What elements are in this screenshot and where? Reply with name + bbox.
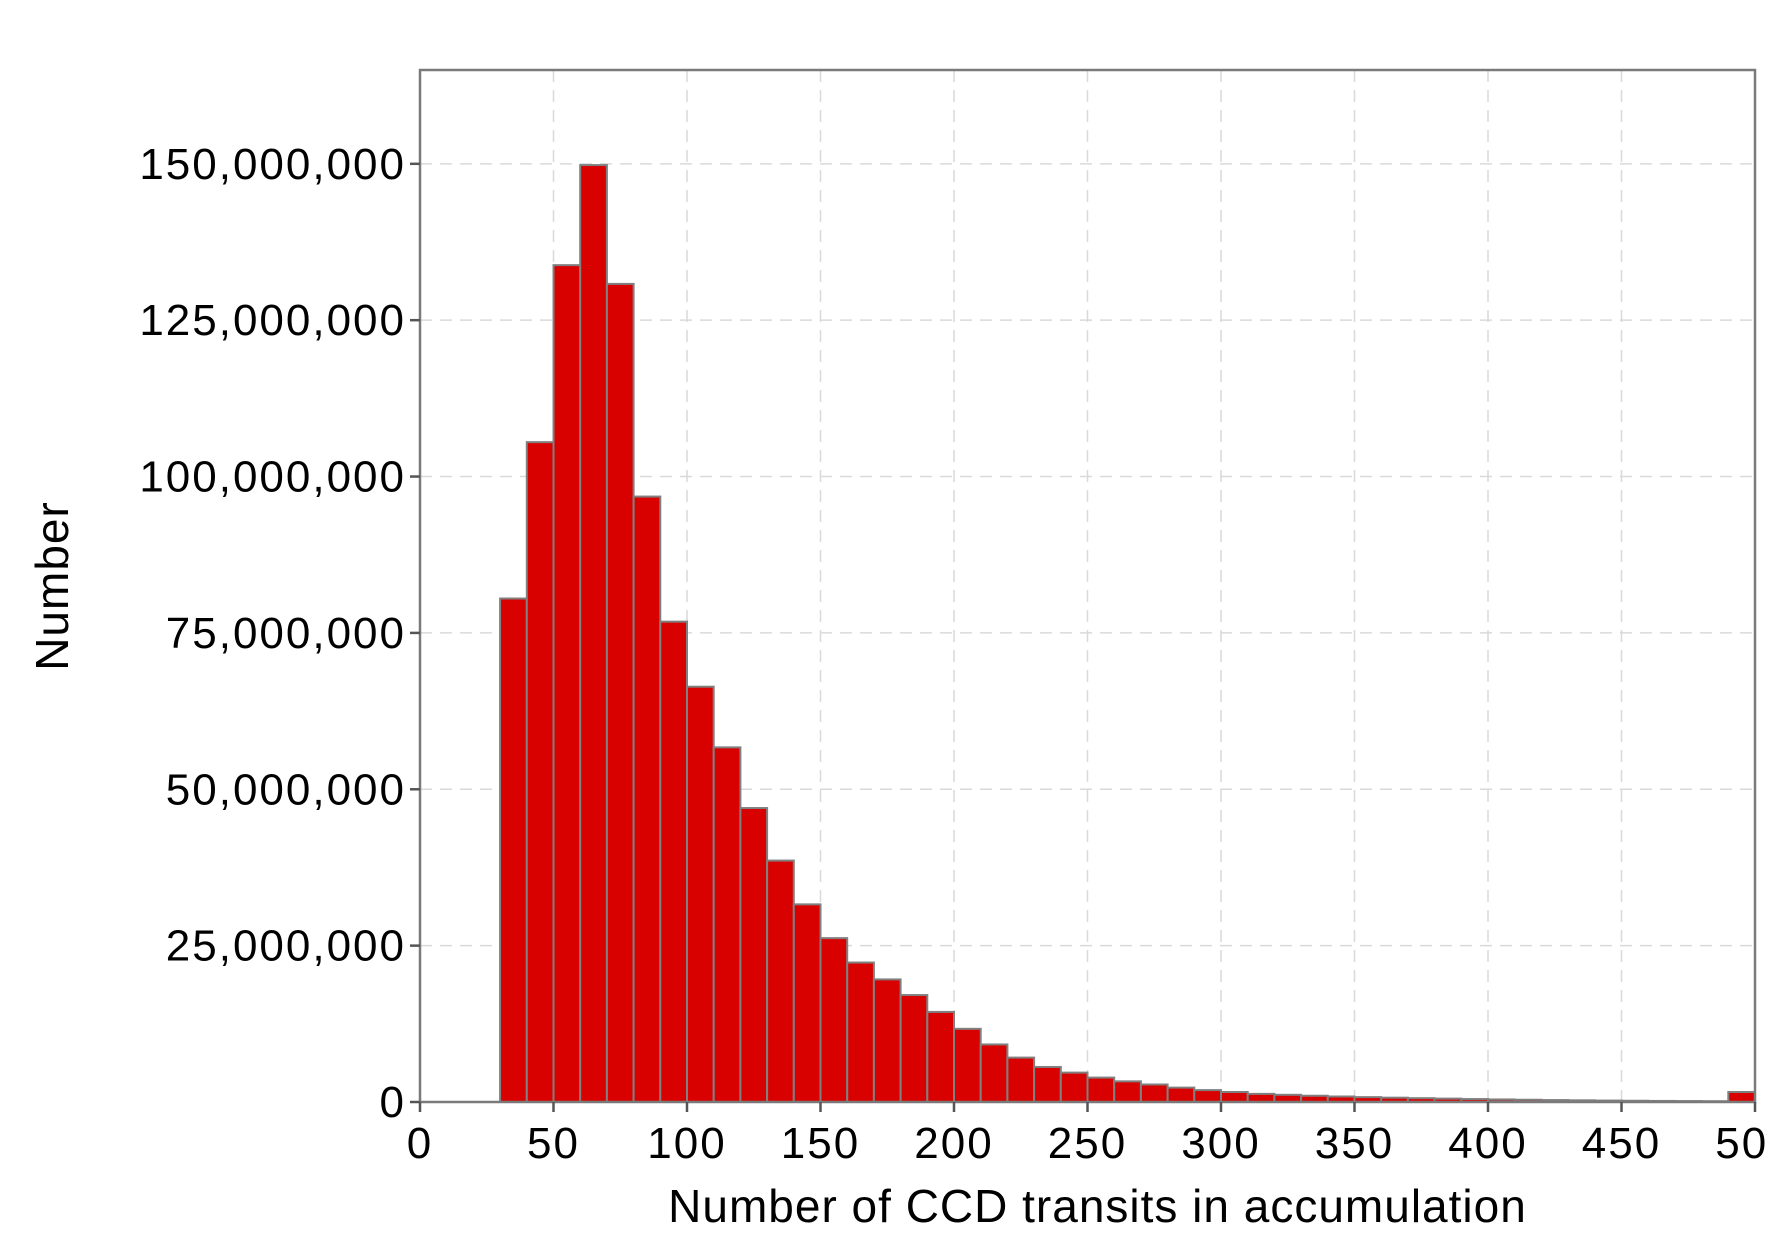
histogram-bar <box>1220 1090 1249 1103</box>
x-tick-label: 400 <box>1448 1119 1527 1168</box>
histogram-bar <box>1059 1071 1089 1104</box>
histogram-bar <box>846 961 875 1103</box>
x-tick-label: 300 <box>1181 1119 1260 1168</box>
x-tick-label: 0 <box>407 1119 433 1168</box>
x-tick-label: 150 <box>781 1119 860 1168</box>
histogram-bar <box>1033 1065 1062 1103</box>
histogram-bar <box>766 859 795 1103</box>
histogram-bar <box>659 620 688 1103</box>
x-axis-label: Number of CCD transits in accumulation <box>668 1180 1527 1232</box>
y-tick-label: 150,000,000 <box>139 140 406 189</box>
histogram-bar <box>605 282 635 1103</box>
y-tick-label: 125,000,000 <box>139 296 406 345</box>
histogram-bar <box>819 937 849 1104</box>
histogram-bar <box>552 264 582 1103</box>
y-tick-label: 100,000,000 <box>139 453 406 502</box>
histogram-bar <box>1166 1086 1196 1103</box>
histogram-bar <box>899 994 929 1104</box>
histogram-bar <box>579 164 608 1103</box>
y-tick-label: 25,000,000 <box>166 922 406 971</box>
histogram-bar <box>1139 1083 1169 1104</box>
y-tick-label: 75,000,000 <box>166 609 406 658</box>
x-tick-label: 50 <box>527 1119 580 1168</box>
x-tick-label: 500 <box>1715 1119 1770 1168</box>
y-axis-label: Number <box>26 501 78 671</box>
histogram-bar <box>953 1027 982 1103</box>
histogram-bar <box>686 685 715 1103</box>
histogram-bar <box>872 978 902 1103</box>
y-ticks: 0 25,000,000 50,000,000 75,000,000 100,000,0… <box>139 140 420 1127</box>
y-tick-label: 0 <box>380 1078 406 1127</box>
x-tick-label: 200 <box>914 1119 993 1168</box>
x-tick-label: 350 <box>1315 1119 1394 1168</box>
histogram-bar <box>979 1043 1009 1103</box>
histogram-bar <box>926 1010 955 1104</box>
x-ticks: 0 50 100 150 200 250 300 350 400 450 500 <box>407 1102 1770 1168</box>
histogram-bar <box>1113 1080 1142 1103</box>
histogram-bar <box>1006 1056 1036 1104</box>
histogram-bar <box>739 807 769 1103</box>
histogram-bar <box>1193 1089 1223 1103</box>
x-tick-label: 450 <box>1582 1119 1661 1168</box>
histogram-bar <box>1086 1076 1116 1104</box>
histogram-bar <box>525 441 555 1103</box>
x-tick-label: 250 <box>1048 1119 1127 1168</box>
y-tick-label: 50,000,000 <box>166 765 406 814</box>
histogram-bar <box>712 746 742 1103</box>
x-tick-label: 100 <box>647 1119 726 1168</box>
histogram-bar <box>1727 1090 1757 1103</box>
histogram-bar <box>499 597 528 1103</box>
histogram-bar <box>632 495 662 1103</box>
histogram-bar <box>792 903 822 1104</box>
